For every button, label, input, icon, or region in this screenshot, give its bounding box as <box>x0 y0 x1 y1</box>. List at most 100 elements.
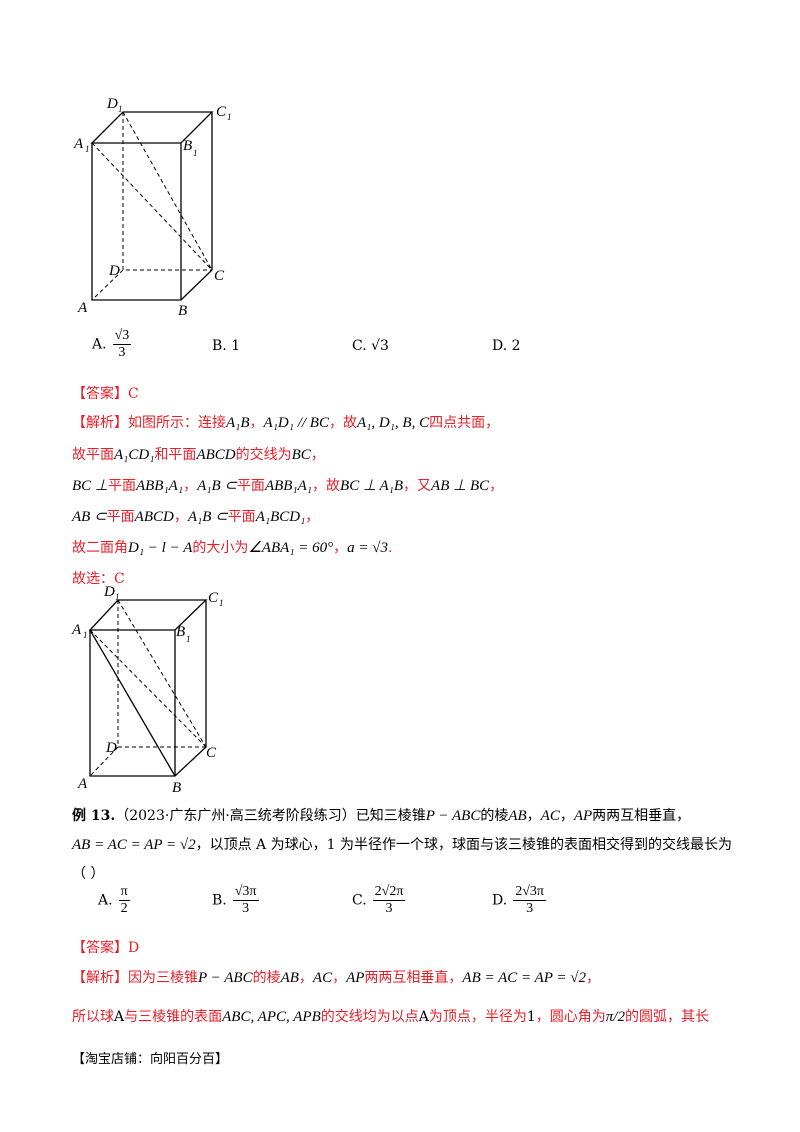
text-segment: 平面 <box>107 478 136 494</box>
svg-text:C: C <box>208 590 219 606</box>
q12-option-d[interactable]: D. 2 <box>492 338 521 354</box>
text-segment: 故选：C <box>72 571 125 587</box>
final-choice-line: 故选：C <box>72 568 125 588</box>
q13-option-a[interactable]: A. π 2 <box>98 884 130 917</box>
math-expression: A₁CD₁ <box>114 447 155 463</box>
option-letter: C. <box>352 338 367 354</box>
numerator: √3 <box>112 328 132 345</box>
svg-text:D: D <box>103 584 115 600</box>
option-letter: D. <box>492 338 508 354</box>
svg-text:B: B <box>172 780 181 796</box>
svg-text:1: 1 <box>85 144 90 154</box>
text-segment: （ ） <box>72 866 105 882</box>
answer-line: 【答案】C <box>72 383 139 403</box>
math-expression: A₁D₁ // BC <box>263 415 329 431</box>
svg-text:A: A <box>73 136 84 152</box>
math-expression: D₁ − l − A <box>128 540 193 556</box>
text-segment: ， <box>310 447 325 463</box>
option-letter: C. <box>352 892 367 909</box>
text-segment: ， <box>298 970 313 986</box>
svg-text:A: A <box>77 776 88 792</box>
text-segment: 故平面 <box>72 447 114 463</box>
math-expression: AB ⊥ BC <box>431 478 490 494</box>
text-segment: 与三棱锥的表面 <box>124 1009 223 1025</box>
denominator: 3 <box>118 345 126 360</box>
solution-line: 故平面A₁CD₁和平面ABCD的交线为BC， <box>72 444 325 464</box>
option-fraction: 2√3π 3 <box>513 884 546 917</box>
text-segment: ， <box>559 808 574 824</box>
denominator: 3 <box>526 901 534 916</box>
svg-text:A: A <box>71 622 82 638</box>
text-segment: 两两互相垂直， <box>592 808 691 824</box>
question-stem-line: 例 13.（2023·广东广州·高三统考阶段练习）已知三棱锥P − ABC的棱A… <box>72 805 690 825</box>
math-expression: A₁, D₁, B, C <box>356 415 430 431</box>
text-segment: A <box>114 1009 125 1025</box>
option-letter: B. <box>212 892 227 909</box>
solution-line: BC ⊥平面ABB₁A₁，A₁B ⊂平面ABB₁A₁，故BC ⊥ A₁B，又AB… <box>72 475 503 495</box>
math-expression: BC <box>291 447 311 463</box>
q12-option-b[interactable]: B. 1 <box>212 338 240 354</box>
text-segment: 的棱 <box>252 970 281 986</box>
text-segment: 例 13. <box>72 808 116 824</box>
math-expression: ABC, APC, APB <box>222 1009 321 1025</box>
svg-text:1: 1 <box>227 112 232 122</box>
text-segment: ， <box>249 415 264 431</box>
solution-line: 故二面角D₁ − l − A的大小为∠ABA₁ = 60°，a = √3. <box>72 537 392 557</box>
q12-option-c[interactable]: C. √3 <box>352 338 389 354</box>
q12-option-a[interactable]: A. √3 3 <box>92 328 132 361</box>
question-stem-line: （ ） <box>72 863 104 883</box>
text-segment: ， <box>333 540 348 556</box>
text-segment: 的大小为 <box>192 540 249 556</box>
math-expression: A₁BCD₁ <box>255 509 306 525</box>
q13-option-d[interactable]: D. 2√3π 3 <box>492 884 546 917</box>
denominator: 3 <box>242 901 250 916</box>
text-segment: ， <box>526 808 541 824</box>
svg-text:B: B <box>178 303 187 319</box>
svg-text:A: A <box>77 300 88 316</box>
math-expression: A₁B ⊂ <box>197 478 237 494</box>
numerator: √3π <box>232 884 259 901</box>
numerator: 2√3π <box>513 884 546 901</box>
math-expression: AB = AC = AP = √2 <box>462 970 587 986</box>
svg-text:1: 1 <box>193 148 198 158</box>
text-segment: 平面 <box>227 509 256 525</box>
text-segment: 的交线为 <box>235 447 292 463</box>
math-expression: A₁B ⊂ <box>187 509 228 525</box>
option-fraction: √3 3 <box>112 328 132 361</box>
math-expression: ABB₁A₁ <box>264 478 313 494</box>
option-letter: A. <box>92 336 107 353</box>
text-segment: 【解析】因为三棱锥 <box>72 970 198 986</box>
text-segment: ， <box>305 509 320 525</box>
text-segment: ， <box>173 509 188 525</box>
text-segment: . <box>388 540 393 556</box>
answer-line: 【答案】D <box>72 937 139 957</box>
text-segment: 【答案】C <box>72 386 139 402</box>
text-segment: ，以顶点 A 为球心，1 为半径作一个球，球面与该三棱锥的表面相交得到的交线最长… <box>195 837 732 853</box>
svg-text:1: 1 <box>83 630 88 640</box>
q13-option-b[interactable]: B. √3π 3 <box>212 884 259 917</box>
text-segment: ，故 <box>328 415 357 431</box>
math-expression: AB <box>280 970 299 986</box>
text-segment: ，圆心角为 <box>535 1009 606 1025</box>
svg-text:C: C <box>216 104 227 120</box>
text-segment: A <box>418 1009 429 1025</box>
option-letter: D. <box>492 892 508 909</box>
q13-option-c[interactable]: C. 2√2π 3 <box>352 884 406 917</box>
svg-text:B: B <box>183 138 192 154</box>
math-expression: BC ⊥ <box>72 478 108 494</box>
math-expression: AB <box>508 808 527 824</box>
numerator: 2√2π <box>372 884 406 901</box>
numerator: π <box>118 884 130 901</box>
svg-text:D: D <box>106 96 118 112</box>
svg-text:1: 1 <box>186 634 191 644</box>
text-segment: 故二面角 <box>72 540 128 556</box>
math-expression: AP <box>346 970 365 986</box>
math-expression: AB = AC = AP = √2 <box>72 837 196 853</box>
text-segment: 1 <box>526 1009 536 1025</box>
text-segment: 【解析】如图所示：连接 <box>72 415 226 431</box>
text-segment: 平面 <box>106 509 135 525</box>
